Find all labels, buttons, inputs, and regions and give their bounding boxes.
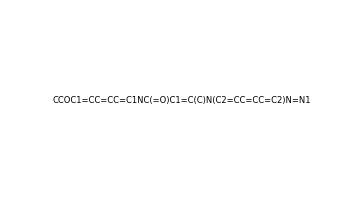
Text: CCOC1=CC=CC=C1NC(=O)C1=C(C)N(C2=CC=CC=C2)N=N1: CCOC1=CC=CC=C1NC(=O)C1=C(C)N(C2=CC=CC=C2…	[53, 97, 311, 105]
